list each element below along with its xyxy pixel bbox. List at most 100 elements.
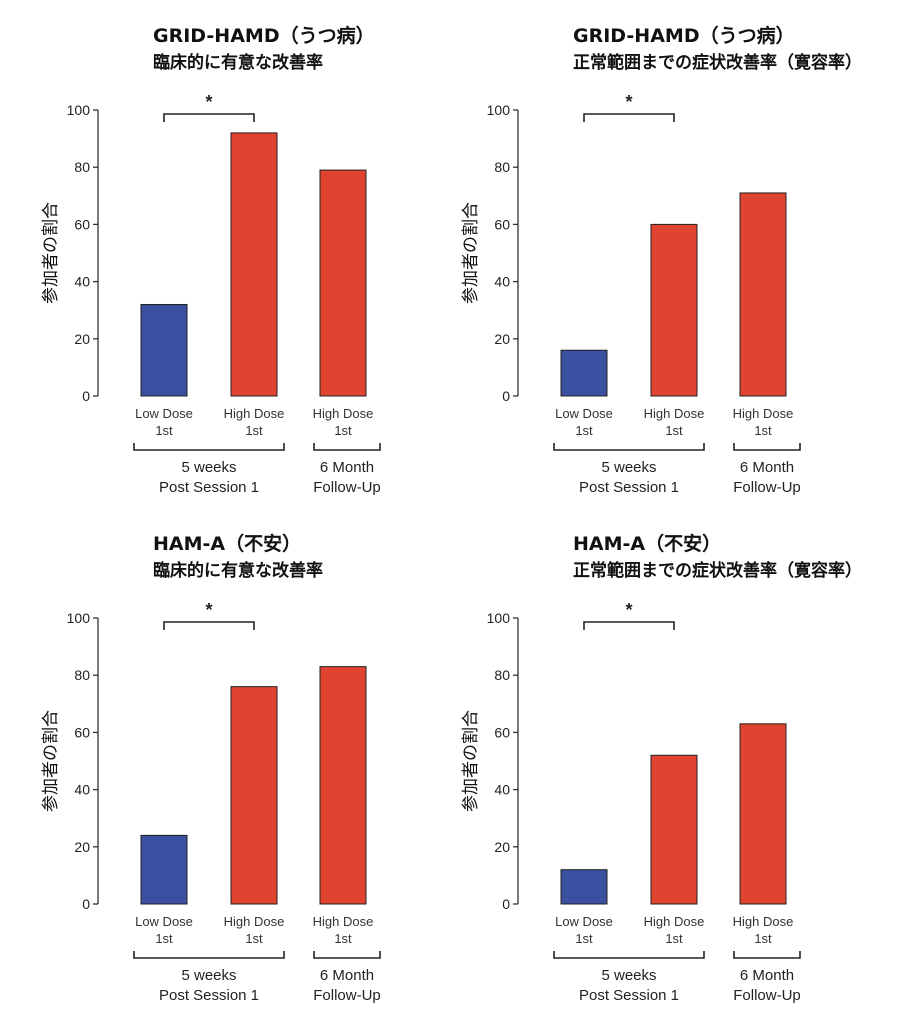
category-label: Low Dose [555,406,613,421]
y-tick-label: 100 [487,610,511,626]
category-label: 1st [665,931,683,946]
category-label: 1st [754,423,772,438]
significance-bracket [163,113,255,122]
y-tick-label: 0 [502,388,510,404]
bar-1 [140,303,188,397]
y-tick-label: 0 [502,896,510,912]
y-tick-label: 100 [487,102,511,118]
significance-marker: * [625,600,632,620]
y-axis-label: 参加者の割合 [41,202,61,304]
chart-panel-1: GRID-HAMD（うつ病） 臨床的に有意な改善率 参加者の割合 0 20 40 60 80 1… [0,0,462,512]
chart-subtitle: 正常範囲までの症状改善率（寛容率） [573,560,862,581]
category-label: High Dose [224,914,285,929]
significance-bracket [583,113,675,122]
group-bracket-5-weeks [553,951,705,959]
group-bracket-5-weeks [553,443,705,451]
y-tick-label: 60 [74,724,90,740]
category-label: 1st [155,931,173,946]
bar-2 [650,754,698,905]
category-label: Low Dose [555,914,613,929]
chart-title: GRID-HAMD（うつ病） [153,24,375,47]
bar-3 [319,666,367,905]
y-tick-label: 80 [494,159,510,175]
group-label-follow-up: Follow-Up [313,479,381,496]
group-label-6-month: 6 Month [740,459,794,476]
bar-2 [230,132,278,397]
group-bracket-5-weeks [133,951,285,959]
group-bracket-6-month [313,951,381,959]
category-label: High Dose [224,406,285,421]
category-label: Low Dose [135,914,193,929]
bar-1 [140,834,188,905]
group-bracket-6-month [313,443,381,451]
group-label-5-weeks: 5 weeks [181,967,236,984]
group-label-6-month: 6 Month [740,967,794,984]
y-axis-label: 参加者の割合 [461,202,481,304]
category-label: 1st [334,931,352,946]
significance-marker: * [625,92,632,112]
group-label-5-weeks: 5 weeks [601,967,656,984]
bar-2 [230,686,278,905]
y-tick-label: 80 [74,667,90,683]
chart-panel-2: GRID-HAMD（うつ病） 正常範囲までの症状改善率（寛容率） 参加者の割合 0 20… [420,0,882,512]
chart-title: HAM-A（不安） [153,532,301,555]
bar-3 [319,169,367,397]
category-label: 1st [665,423,683,438]
y-tick-label: 100 [67,610,91,626]
y-tick-label: 60 [494,724,510,740]
group-label-6-month: 6 Month [320,967,374,984]
category-label: 1st [245,931,263,946]
chart-title: GRID-HAMD（うつ病） [573,24,795,47]
bar-chart-2: GRID-HAMD（うつ病） 正常範囲までの症状改善率（寛容率） 参加者の割合 0 20… [461,24,862,496]
group-bracket-5-weeks [133,443,285,451]
y-tick-label: 0 [82,388,90,404]
group-bracket-6-month [733,951,801,959]
group-label-follow-up: Follow-Up [313,987,381,1004]
category-label: High Dose [313,914,374,929]
y-tick-label: 40 [494,274,510,290]
bar-3 [739,192,787,397]
group-label-post-session: Post Session 1 [579,479,679,496]
category-label: 1st [575,931,593,946]
y-axis-label: 参加者の割合 [461,710,481,812]
category-label: High Dose [733,406,794,421]
chart-subtitle: 臨床的に有意な改善率 [153,560,323,581]
category-label: 1st [754,931,772,946]
bar-3 [739,723,787,905]
group-label-5-weeks: 5 weeks [601,459,656,476]
chart-subtitle: 正常範囲までの症状改善率（寛容率） [573,52,862,73]
y-tick-label: 40 [494,782,510,798]
chart-subtitle: 臨床的に有意な改善率 [153,52,323,73]
y-tick-label: 20 [494,331,510,347]
y-tick-label: 40 [74,782,90,798]
chart-panel-3: HAM-A（不安） 臨床的に有意な改善率 参加者の割合 0 20 40 60 80 100 Low… [0,508,462,1020]
chart-panel-4: HAM-A（不安） 正常範囲までの症状改善率（寛容率） 参加者の割合 0 20 40 60 8… [420,508,882,1020]
group-label-post-session: Post Session 1 [159,987,259,1004]
chart-title: HAM-A（不安） [573,532,721,555]
group-label-follow-up: Follow-Up [733,479,801,496]
category-label: High Dose [313,406,374,421]
bar-2 [650,223,698,397]
significance-marker: * [205,92,212,112]
category-label: High Dose [644,914,705,929]
category-label: High Dose [644,406,705,421]
y-tick-label: 60 [494,216,510,232]
y-tick-label: 80 [494,667,510,683]
group-bracket-6-month [733,443,801,451]
bar-chart-4: HAM-A（不安） 正常範囲までの症状改善率（寛容率） 参加者の割合 0 20 40 60 8… [461,532,862,1004]
category-label: High Dose [733,914,794,929]
category-label: 1st [245,423,263,438]
bar-1 [560,869,608,905]
y-tick-label: 40 [74,274,90,290]
significance-bracket [163,621,255,630]
significance-marker: * [205,600,212,620]
category-label: 1st [334,423,352,438]
y-tick-label: 100 [67,102,91,118]
group-label-follow-up: Follow-Up [733,987,801,1004]
category-label: Low Dose [135,406,193,421]
y-tick-label: 0 [82,896,90,912]
bar-1 [560,349,608,397]
y-tick-label: 20 [74,839,90,855]
